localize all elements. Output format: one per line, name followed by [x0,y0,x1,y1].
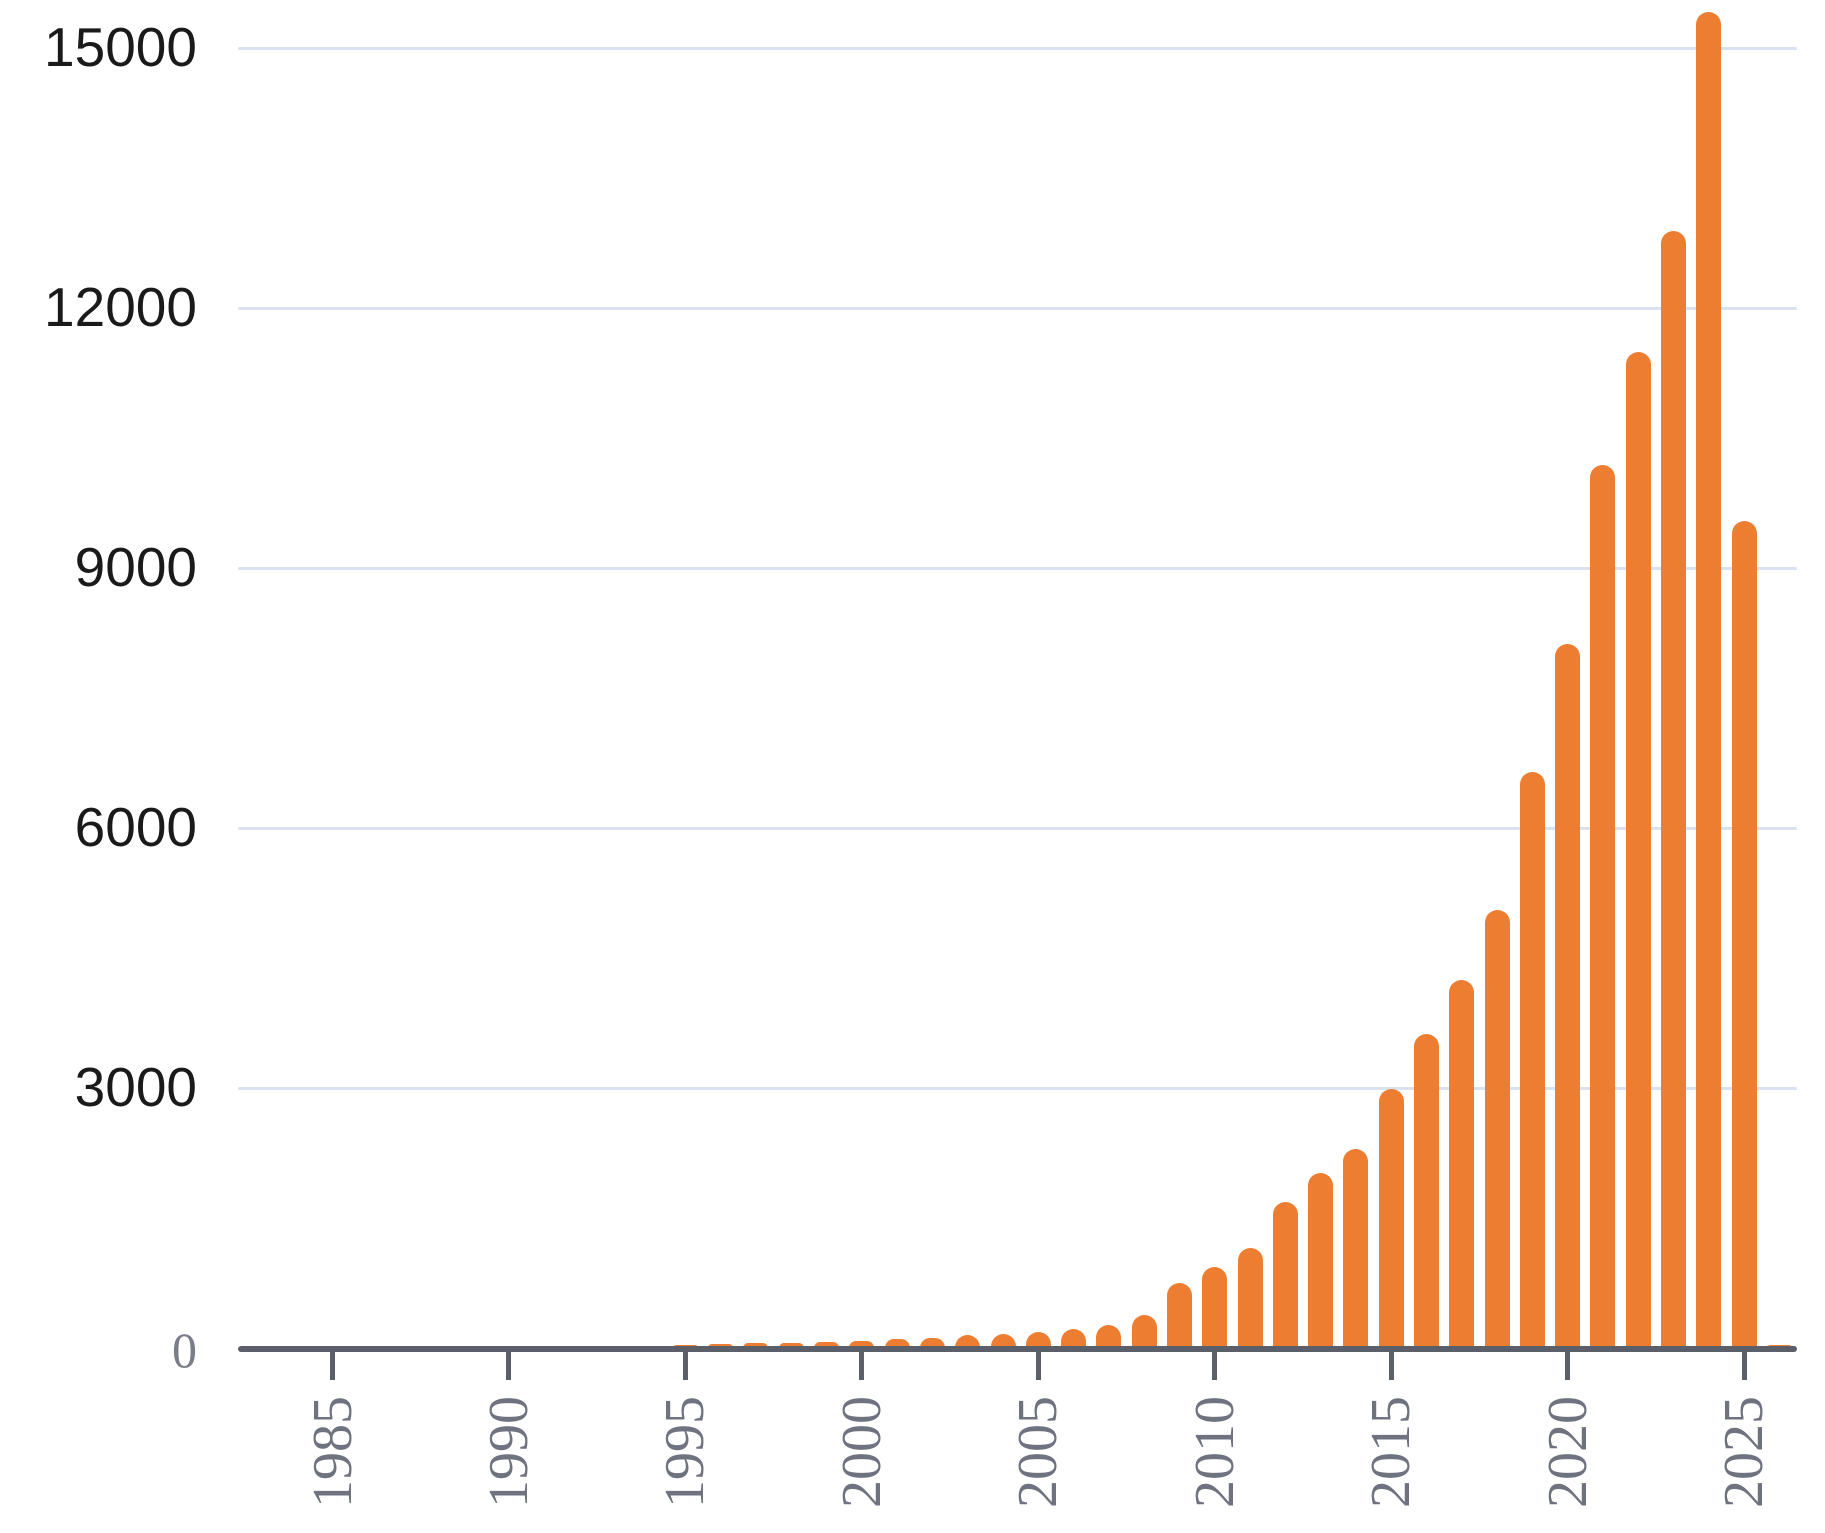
x-axis-tick-2005 [1035,1350,1041,1380]
bar-2013 [1308,1172,1334,1348]
x-axis-label-1995: 1995 [654,1396,717,1508]
bar-2015 [1378,1088,1404,1348]
y-axis-label-15000: 15000 [44,16,197,78]
x-axis-line [238,1346,1797,1352]
x-axis-tick-2020 [1565,1350,1571,1380]
x-axis-label-2000: 2000 [830,1396,893,1508]
gridline-15000 [238,46,1797,50]
bar-2023 [1661,230,1687,1348]
bar-2017 [1449,979,1475,1348]
bar-2012 [1272,1201,1298,1348]
bar-2007 [1096,1324,1122,1348]
bar-2021 [1590,464,1616,1348]
x-axis-label-2010: 2010 [1183,1396,1246,1508]
x-axis-label-2015: 2015 [1360,1396,1423,1508]
bar-2022 [1625,352,1651,1348]
bar-2010 [1202,1267,1228,1348]
bar-2003 [955,1335,981,1348]
gridline-3000 [238,1086,1797,1090]
gridline-9000 [238,566,1797,570]
y-axis-label-6000: 6000 [74,796,197,858]
x-axis-tick-2025 [1741,1350,1747,1380]
bar-1998 [778,1342,804,1348]
y-axis-label-9000: 9000 [74,536,197,598]
bar-2002 [919,1337,945,1348]
bar-1999 [814,1341,840,1348]
bar-2009 [1166,1283,1192,1348]
gridline-12000 [238,306,1797,310]
x-axis-label-2025: 2025 [1713,1396,1776,1508]
x-axis-tick-2015 [1388,1350,1394,1380]
x-axis-label-2020: 2020 [1536,1396,1599,1508]
x-axis-tick-2010 [1212,1350,1218,1380]
bar-2024 [1696,11,1722,1348]
bar-2018 [1484,910,1510,1348]
x-axis-tick-1995 [682,1350,688,1380]
x-axis-tick-1990 [506,1350,512,1380]
y-axis-label-3000: 3000 [74,1056,197,1118]
x-axis-label-2005: 2005 [1007,1396,1070,1508]
x-axis-label-1990: 1990 [477,1396,540,1508]
bar-2001 [884,1338,910,1348]
x-axis-label-1985: 1985 [301,1396,364,1508]
bar-2019 [1519,771,1545,1348]
bar-2016 [1413,1034,1439,1348]
x-axis-tick-2000 [859,1350,865,1380]
bar-2014 [1343,1148,1369,1348]
bar-2020 [1555,644,1581,1348]
y-axis-label-12000: 12000 [44,276,197,338]
bar-2005 [1025,1331,1051,1348]
bar-2006 [1061,1328,1087,1348]
x-axis-tick-1985 [330,1350,335,1380]
bar-2025 [1731,521,1757,1348]
y-axis-label-0: 0 [172,1322,197,1378]
bar-2008 [1131,1314,1157,1348]
gridline-6000 [238,826,1797,830]
bar-2004 [990,1334,1016,1348]
bar-2000 [849,1341,875,1348]
bar-1997 [743,1343,769,1348]
bar-2011 [1237,1248,1263,1348]
